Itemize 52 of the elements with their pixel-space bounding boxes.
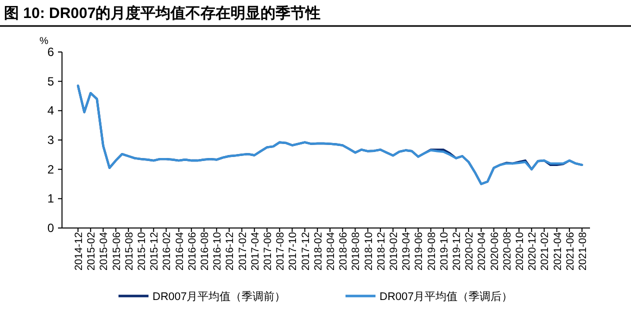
y-tick-label: 0	[47, 221, 54, 235]
x-tick-label: 2016-10	[212, 232, 224, 271]
x-tick-label: 2017-10	[287, 232, 300, 271]
y-tick-label: 6	[47, 45, 54, 59]
legend-label: DR007月平均值（季调前）	[152, 290, 286, 303]
x-tick-label: 2020-02	[464, 232, 476, 271]
x-tick-label: 2020-10	[514, 232, 526, 271]
x-tick-label: 2018-04	[325, 232, 337, 271]
x-tick-label: 2016-12	[224, 232, 236, 271]
y-tick-label: 3	[47, 133, 54, 147]
x-tick-label: 2021-02	[539, 232, 552, 271]
x-tick-label: 2020-04	[476, 232, 488, 271]
y-tick-label: 2	[47, 162, 54, 176]
y-tick-label: 1	[47, 192, 54, 206]
x-tick-label: 2019-06	[413, 232, 426, 271]
legend-label: DR007月平均值（季调后）	[380, 290, 513, 303]
x-tick-label: 2018-10	[362, 232, 375, 271]
x-tick-label: 2017-02	[236, 232, 249, 271]
x-tick-label: 2018-08	[350, 232, 362, 271]
x-tick-label: 2020-08	[501, 232, 514, 271]
x-tick-label: 2019-12	[451, 232, 463, 271]
y-axis-title: %	[40, 36, 49, 47]
x-tick-label: 2021-06	[564, 232, 576, 271]
y-tick-label: 4	[47, 104, 54, 118]
x-tick-label: 2015-02	[86, 232, 98, 271]
x-tick-label: 2018-12	[375, 232, 388, 271]
chart-title: 图 10: DR007的月度平均值不存在明显的季节性	[4, 4, 321, 22]
x-tick-label: 2020-12	[526, 232, 539, 271]
x-tick-label: 2015-10	[136, 232, 148, 271]
x-tick-label: 2021-08	[577, 232, 589, 271]
x-tick-label: 2016-02	[161, 232, 174, 271]
x-tick-label: 2015-12	[148, 232, 161, 271]
x-tick-label: 2016-04	[174, 232, 186, 271]
x-tick-label: 2019-02	[388, 232, 400, 271]
x-tick-label: 2017-12	[300, 232, 312, 271]
x-tick-label: 2021-04	[552, 232, 564, 271]
x-tick-label: 2015-04	[98, 232, 110, 271]
x-tick-label: 2016-08	[199, 232, 211, 271]
x-tick-label: 2015-08	[123, 232, 136, 271]
x-tick-label: 2020-06	[488, 232, 501, 271]
x-tick-label: 2018-02	[312, 232, 324, 271]
x-tick-label: 2015-06	[110, 232, 123, 271]
x-tick-label: 2018-06	[338, 232, 350, 271]
x-tick-label: 2017-06	[262, 232, 274, 271]
x-tick-label: 2016-06	[186, 232, 198, 271]
x-tick-label: 2017-08	[274, 232, 287, 271]
y-tick-label: 5	[47, 74, 54, 88]
x-tick-label: 2019-08	[426, 232, 438, 271]
x-tick-label: 2019-10	[438, 232, 450, 271]
x-tick-label: 2014-12	[73, 232, 85, 271]
x-tick-label: 2017-04	[249, 232, 262, 271]
x-tick-label: 2019-04	[400, 232, 413, 271]
